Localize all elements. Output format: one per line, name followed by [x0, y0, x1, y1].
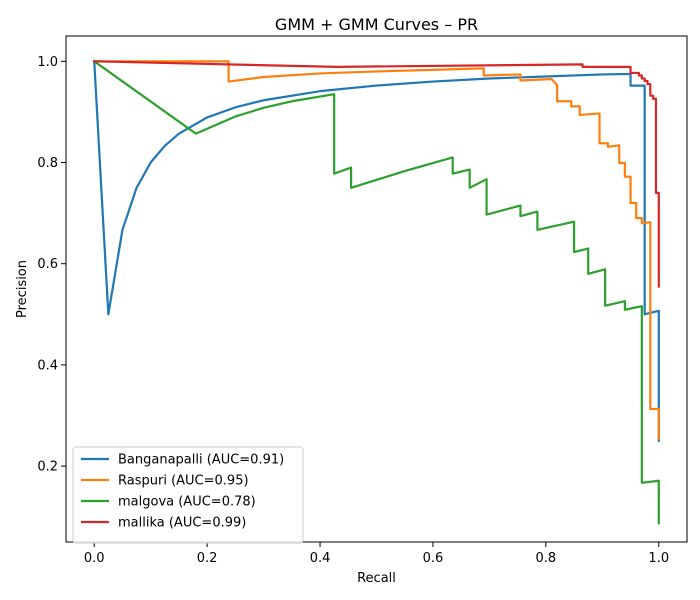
x-tick-label: 0.0 [84, 551, 105, 566]
y-tick-label: 1.0 [37, 55, 58, 70]
x-tick-label: 0.6 [423, 551, 444, 566]
legend-label: mallika (AUC=0.99) [118, 516, 246, 531]
y-tick-label: 0.8 [37, 156, 58, 171]
legend-label: malgova (AUC=0.78) [118, 495, 256, 510]
legend-label: Raspuri (AUC=0.95) [118, 474, 249, 489]
x-axis: 0.0 0.2 0.4 0.6 0.8 1.0 [84, 542, 669, 566]
series-line-1 [93, 60, 660, 440]
plot-frame [65, 35, 688, 543]
series-line-2 [92, 59, 660, 525]
x-tick-label: 0.2 [197, 551, 218, 566]
y-tick-label: 0.4 [37, 358, 58, 373]
y-axis: 0.2 0.4 0.6 0.8 1.0 [37, 55, 66, 475]
series-line-0 [93, 60, 660, 442]
plot-area [92, 59, 660, 525]
x-axis-title: Recall [357, 571, 396, 586]
x-tick-label: 0.8 [536, 551, 557, 566]
x-tick-label: 1.0 [648, 551, 669, 566]
series-line-3 [93, 60, 660, 288]
x-tick-label: 0.4 [310, 551, 331, 566]
legend-box [72, 446, 304, 544]
y-tick-label: 0.2 [37, 460, 58, 475]
y-tick-label: 0.6 [37, 257, 58, 272]
y-axis-title: Precision [15, 260, 30, 318]
legend: Banganapalli (AUC=0.91) Raspuri (AUC=0.95… [72, 446, 304, 544]
chart-title: GMM + GMM Curves – PR [275, 15, 478, 34]
legend-label: Banganapalli (AUC=0.91) [118, 453, 284, 468]
